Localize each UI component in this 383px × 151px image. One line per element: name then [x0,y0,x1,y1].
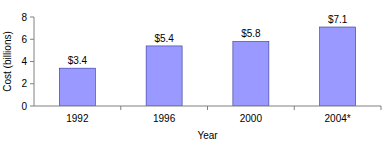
x-tick [120,106,121,110]
y-tick-label: 8 [21,12,27,23]
x-tick [294,106,295,110]
bar [233,41,269,106]
x-axis-title: Year [197,130,218,141]
bar [59,68,95,106]
data-label: $5.4 [154,33,174,44]
x-tick-label: 2000 [240,113,263,124]
bar [320,27,356,106]
y-tick [30,17,34,18]
chart: $3.4 $5.4 $5.8 $7.1 0 2 4 6 8 1992 1996 2000 2004* Ye… [0,0,383,151]
bars [59,27,355,106]
y-tick-label: 6 [21,34,27,45]
y-tick [30,106,34,107]
bar [146,46,182,106]
x-tick-label: 1992 [66,113,89,124]
y-tick-label: 2 [21,78,27,89]
data-label: $7.1 [328,14,348,25]
data-label: $5.8 [241,28,261,39]
y-tick [30,83,34,84]
x-tick-label: 1996 [153,113,176,124]
x-tick [381,106,382,110]
y-tick [30,39,34,40]
chart-container: $3.4 $5.4 $5.8 $7.1 0 2 4 6 8 1992 1996 2000 2004* Ye… [0,0,383,151]
y-axis-title: Cost (billions) [2,31,13,92]
y-tick-label: 4 [21,56,27,67]
y-tick [30,61,34,62]
y-tick-label: 0 [21,101,27,112]
x-tick-label: 2004* [325,113,351,124]
data-label: $3.4 [68,55,88,66]
x-tick [207,106,208,110]
